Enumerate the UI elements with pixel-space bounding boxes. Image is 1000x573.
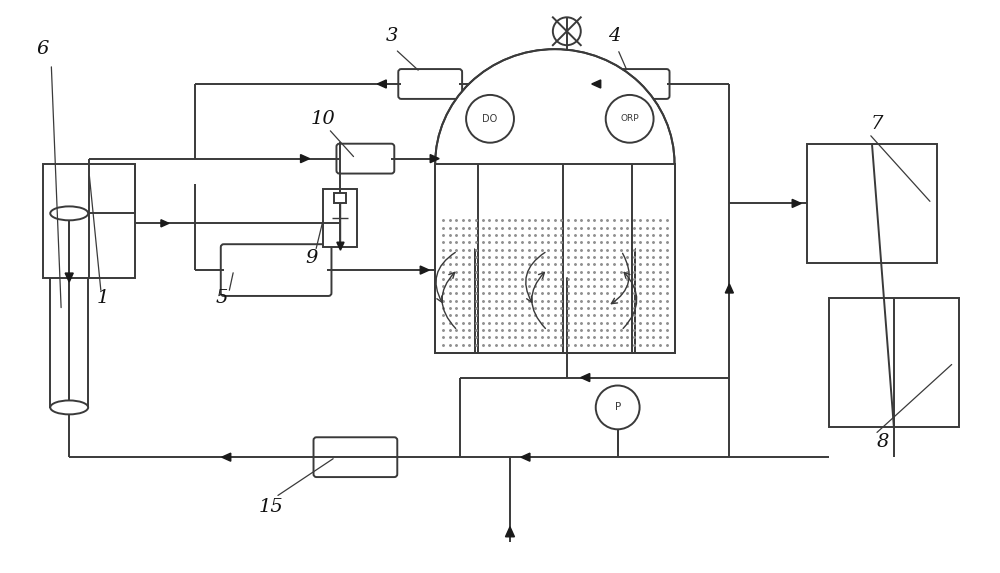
Text: P: P <box>615 402 621 413</box>
Polygon shape <box>377 80 386 88</box>
FancyBboxPatch shape <box>314 437 397 477</box>
Polygon shape <box>430 155 439 163</box>
Polygon shape <box>792 199 801 207</box>
Polygon shape <box>161 219 169 227</box>
Bar <box>43 164 135 278</box>
Polygon shape <box>505 527 514 537</box>
Polygon shape <box>725 284 733 293</box>
Polygon shape <box>222 453 231 461</box>
Text: 7: 7 <box>871 115 883 133</box>
Text: 3: 3 <box>385 27 398 45</box>
Circle shape <box>606 95 654 143</box>
Polygon shape <box>337 242 344 250</box>
Bar <box>829 298 959 427</box>
Polygon shape <box>521 453 530 461</box>
FancyBboxPatch shape <box>398 69 462 99</box>
FancyBboxPatch shape <box>221 244 331 296</box>
Text: 15: 15 <box>259 498 283 516</box>
Bar <box>435 164 675 352</box>
Ellipse shape <box>50 401 88 414</box>
Text: 1: 1 <box>97 289 109 307</box>
Text: 4: 4 <box>608 27 620 45</box>
Polygon shape <box>420 266 429 274</box>
Bar <box>334 194 346 203</box>
Bar <box>435 164 675 352</box>
Ellipse shape <box>435 49 675 278</box>
Circle shape <box>596 386 640 429</box>
Circle shape <box>466 95 514 143</box>
Text: 9: 9 <box>306 249 318 267</box>
Text: 5: 5 <box>216 289 228 307</box>
Polygon shape <box>581 374 590 382</box>
Ellipse shape <box>50 206 88 221</box>
Text: 6: 6 <box>36 40 49 58</box>
Text: ORP: ORP <box>620 115 639 123</box>
Text: DO: DO <box>482 114 498 124</box>
Bar <box>807 144 937 263</box>
FancyBboxPatch shape <box>606 69 670 99</box>
Polygon shape <box>65 273 73 282</box>
Bar <box>323 190 357 247</box>
Polygon shape <box>592 80 601 88</box>
Polygon shape <box>301 155 310 163</box>
Bar <box>50 213 88 407</box>
FancyBboxPatch shape <box>336 144 394 174</box>
Text: 10: 10 <box>311 110 335 128</box>
Text: 8: 8 <box>877 433 889 451</box>
